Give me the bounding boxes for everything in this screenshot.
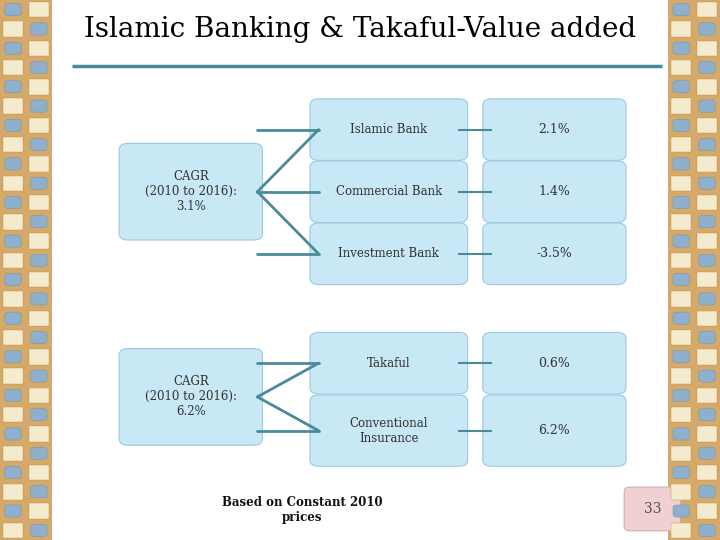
Text: 2.1%: 2.1% [539,123,570,136]
Text: Based on Constant 2010
prices: Based on Constant 2010 prices [222,496,383,524]
FancyBboxPatch shape [482,99,626,160]
FancyBboxPatch shape [310,161,468,222]
Text: Investment Bank: Investment Bank [338,247,439,260]
Text: Islamic Bank: Islamic Bank [350,123,428,136]
FancyBboxPatch shape [120,349,262,445]
FancyBboxPatch shape [120,144,262,240]
FancyBboxPatch shape [310,395,468,466]
Text: 6.2%: 6.2% [539,424,570,437]
Text: -3.5%: -3.5% [536,247,572,260]
FancyBboxPatch shape [310,223,468,285]
FancyBboxPatch shape [482,332,626,394]
Text: Commercial Bank: Commercial Bank [336,185,442,198]
Text: Islamic Banking & Takaful-Value added: Islamic Banking & Takaful-Value added [84,16,636,43]
FancyBboxPatch shape [310,99,468,160]
FancyBboxPatch shape [310,332,468,394]
FancyBboxPatch shape [482,161,626,222]
Text: CAGR
(2010 to 2016):
3.1%: CAGR (2010 to 2016): 3.1% [145,170,237,213]
Text: CAGR
(2010 to 2016):
6.2%: CAGR (2010 to 2016): 6.2% [145,375,237,418]
Text: 0.6%: 0.6% [539,356,570,370]
FancyBboxPatch shape [624,487,680,531]
Text: 33: 33 [644,502,661,516]
FancyBboxPatch shape [482,223,626,285]
Text: 1.4%: 1.4% [539,185,570,198]
Text: Conventional
Insurance: Conventional Insurance [349,417,428,444]
Text: Takaful: Takaful [367,356,410,370]
FancyBboxPatch shape [482,395,626,466]
